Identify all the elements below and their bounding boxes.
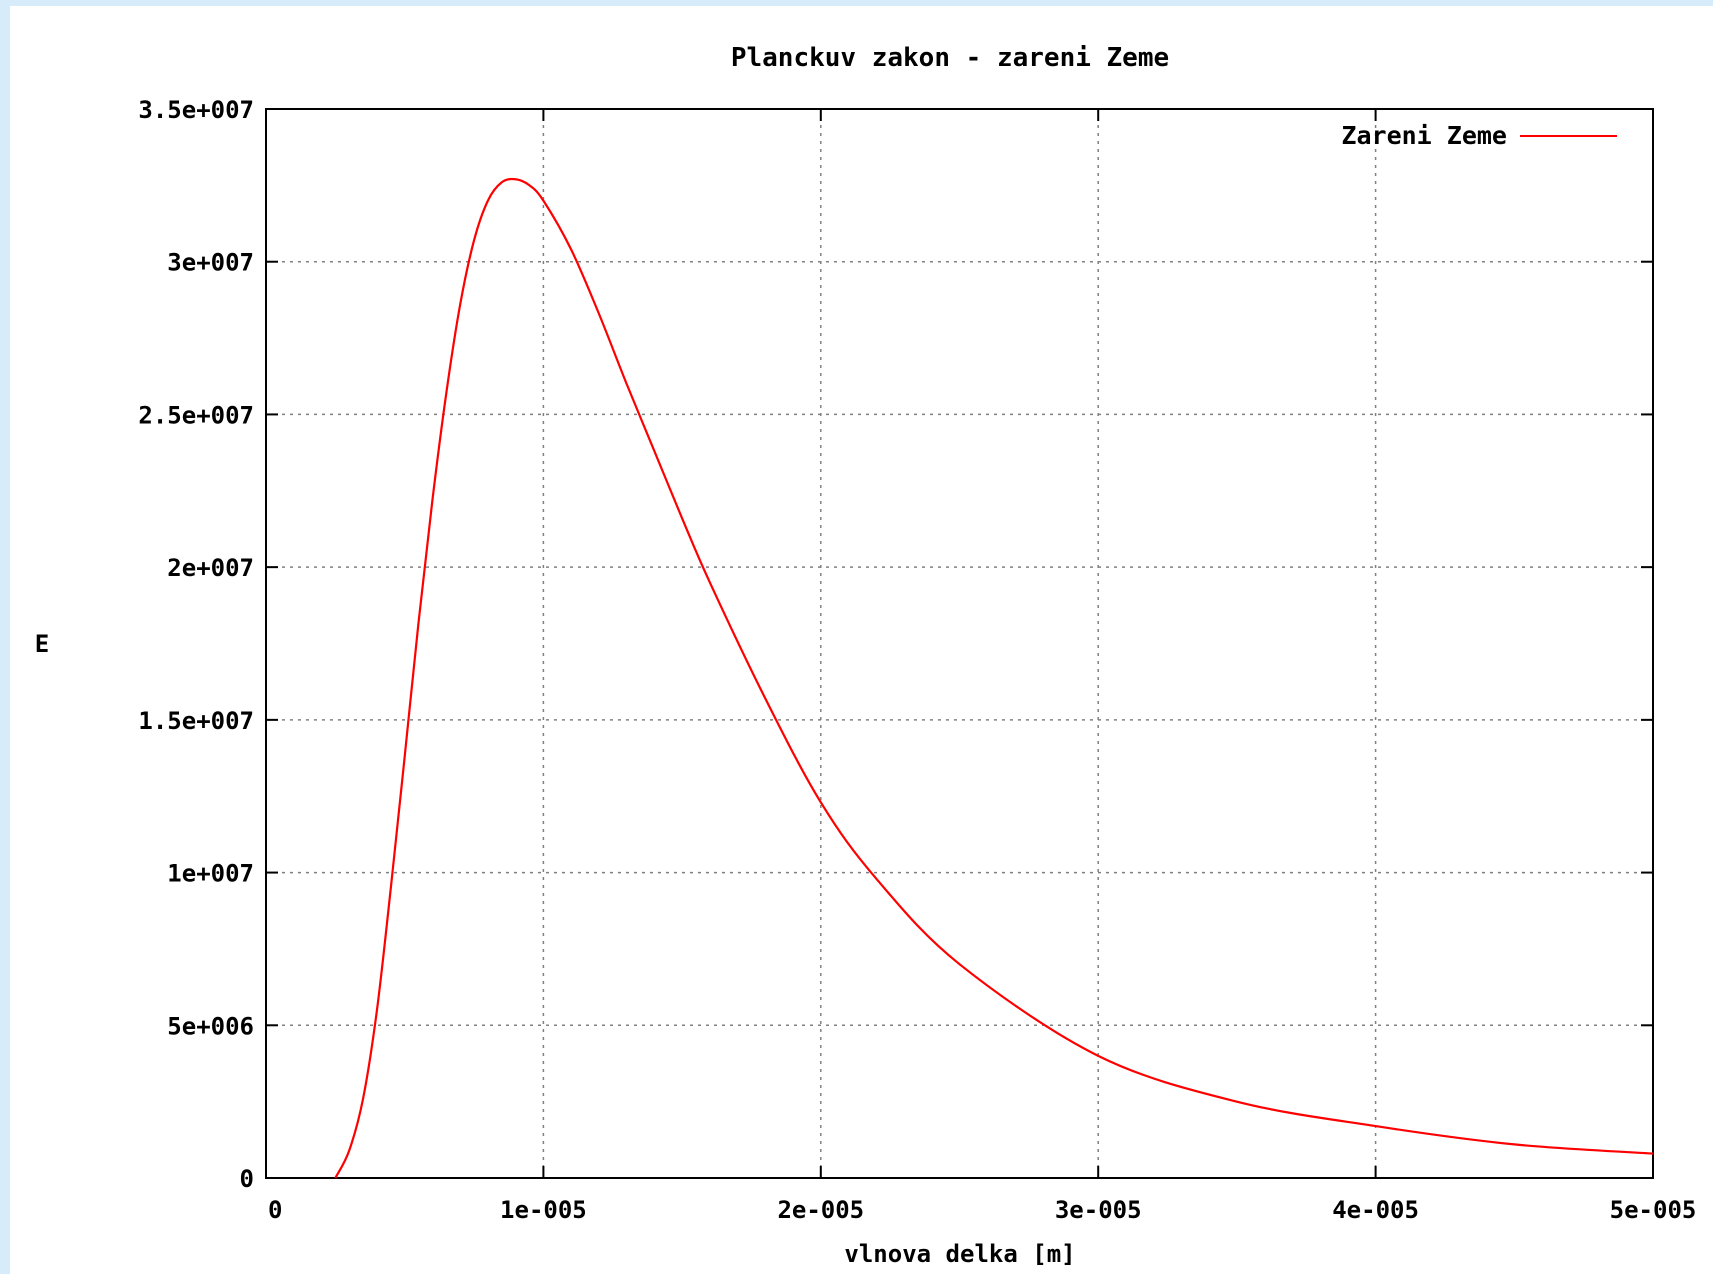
grid-layer: [266, 109, 1653, 1178]
chart-frame: 0 5e+006 1e+007 1.5e+007 2e+007 2.5e+007 3e+00…: [10, 6, 1713, 1274]
plot-border: [265, 108, 1654, 1179]
y-tick-label: 2e+007: [167, 554, 254, 582]
series-line-zareni-zeme: [334, 177, 1654, 1179]
x-tick-label: 4e-005: [1332, 1196, 1419, 1224]
planck-chart: 0 5e+006 1e+007 1.5e+007 2e+007 2.5e+007 3e+00…: [35, 43, 1697, 1268]
legend-label: Zareni Zeme: [1341, 121, 1507, 150]
x-axis-label: vlnova delka [m]: [844, 1240, 1075, 1268]
y-tick-label: 0: [240, 1165, 254, 1193]
series-layer: [334, 177, 1654, 1179]
y-tick-label: 1.5e+007: [138, 707, 254, 735]
chart-title: Planckuv zakon - zareni Zeme: [731, 43, 1169, 73]
y-tick-label: 1e+007: [167, 860, 254, 888]
y-axis-label: E: [35, 630, 49, 658]
y-tick-label: 5e+006: [167, 1012, 254, 1040]
x-tick-label: 0: [268, 1196, 282, 1224]
x-tick-label: 3e-005: [1055, 1196, 1142, 1224]
x-tick-label: 2e-005: [777, 1196, 864, 1224]
legend: Zareni Zeme: [1341, 121, 1617, 150]
y-tick-label: 3e+007: [167, 249, 254, 277]
y-tick-label: 2.5e+007: [138, 401, 254, 429]
x-tick-label: 5e-005: [1610, 1196, 1697, 1224]
y-tick-label: 3.5e+007: [138, 96, 254, 124]
ticks-layer: 0 5e+006 1e+007 1.5e+007 2e+007 2.5e+007 3e+00…: [138, 96, 1696, 1224]
x-tick-label: 1e-005: [500, 1196, 587, 1224]
